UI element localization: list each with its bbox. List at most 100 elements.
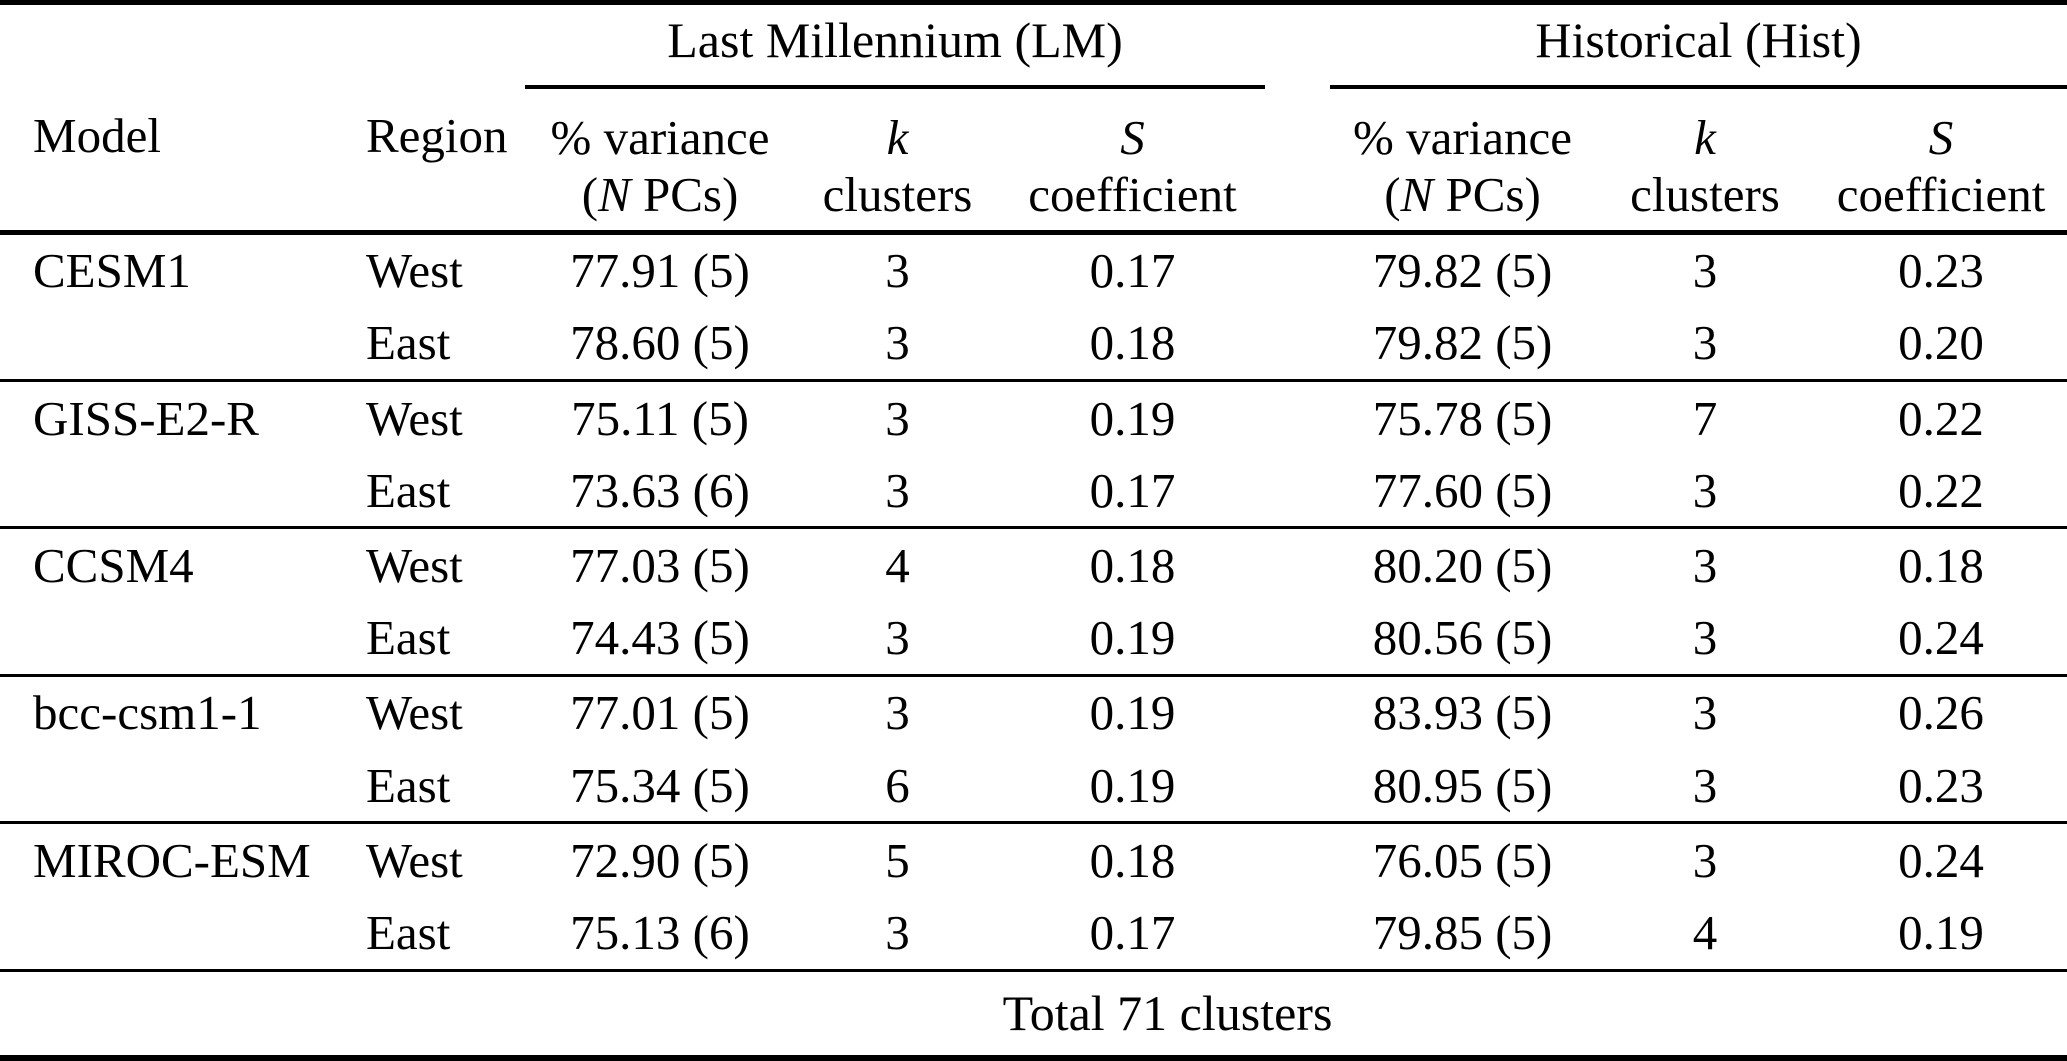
group-header-lm: Last Millennium (LM)	[525, 2, 1266, 90]
cell-lm-variance: 75.34 (5)	[570, 757, 750, 813]
cell-model	[0, 602, 330, 676]
cell-lm-k: 3	[795, 379, 1000, 455]
cell-hist-k: 3	[1595, 526, 1816, 602]
npcs-n-symbol: N	[1400, 167, 1434, 223]
cell-model	[0, 307, 330, 381]
column-gap	[1265, 233, 1330, 307]
col-header-lm-variance: % variance (N PCs)	[525, 87, 795, 230]
cell-lm-k: 6	[885, 757, 910, 813]
cell-lm-k: 3	[885, 315, 910, 371]
cell-region: West	[330, 673, 525, 749]
cell-model: GISS-E2-R	[0, 379, 330, 455]
cell-hist-variance: 75.78 (5)	[1330, 379, 1596, 455]
cell-hist-k: 3	[1692, 462, 1718, 518]
cell-lm-variance: 75.13 (6)	[570, 904, 750, 960]
row-miroc-east: East 75.13 (6) 3 0.17 79.85 (5) 4 0.19	[0, 896, 2067, 970]
cell-lm-s: 0.17	[1089, 243, 1176, 299]
k-symbol: k	[886, 110, 909, 166]
table-footer-row: Total 71 clusters	[0, 968, 2067, 1058]
row-ccsm4-west: CCSM4 West 77.03 (5) 4 0.18 80.20 (5) 3 …	[0, 526, 2067, 602]
cell-lm-s: 0.19	[1089, 610, 1176, 666]
cell-model: CCSM4	[0, 526, 330, 602]
column-gap	[1265, 896, 1330, 970]
cell-model	[0, 749, 330, 823]
cell-lm-k: 5	[795, 821, 1000, 897]
cell-region: East	[366, 757, 451, 813]
cell-hist-variance: 79.85 (5)	[1372, 904, 1553, 960]
cell-lm-s: 0.18	[1000, 821, 1266, 897]
cell-lm-s: 0.18	[1089, 315, 1176, 371]
cell-hist-s: 0.24	[1898, 610, 1984, 666]
cell-lm-k: 3	[885, 610, 910, 666]
cell-lm-variance: 77.91 (5)	[570, 243, 750, 299]
col-header-model-label: Model	[33, 108, 161, 164]
col-header-hist-k: k clusters	[1595, 87, 1815, 230]
cell-lm-s: 0.19	[1000, 379, 1266, 455]
cell-region: East	[366, 315, 451, 371]
npcs-n-symbol: N	[598, 167, 631, 223]
column-gap	[1265, 821, 1331, 897]
row-ccsm4-east: East 74.43 (5) 3 0.19 80.56 (5) 3 0.24	[0, 602, 2067, 676]
group-header-blank	[0, 3, 525, 88]
cell-hist-k: 3	[1692, 610, 1718, 666]
variance-label: % variance	[550, 110, 770, 166]
cell-lm-s: 0.19	[1089, 757, 1176, 813]
cell-hist-k: 3	[1692, 315, 1718, 371]
cell-hist-variance: 80.95 (5)	[1372, 757, 1553, 813]
cell-lm-variance: 78.60 (5)	[570, 315, 750, 371]
column-gap	[1265, 454, 1330, 528]
column-gap	[1265, 673, 1331, 749]
cell-lm-variance: 74.43 (5)	[570, 610, 750, 666]
cell-lm-variance: 72.90 (5)	[525, 821, 795, 897]
s-label: coefficient	[1836, 167, 2046, 223]
column-gap	[1265, 87, 1330, 230]
cell-model: bcc-csm1-1	[0, 673, 330, 749]
column-header-row: Model Region % variance (N PCs) k cluste…	[0, 87, 2067, 230]
cell-hist-s: 0.18	[1815, 526, 2067, 602]
cell-model: CESM1	[33, 243, 191, 299]
row-bcc-west: bcc-csm1-1 West 77.01 (5) 3 0.19 83.93 (…	[0, 673, 2067, 749]
cell-hist-k: 3	[1595, 673, 1816, 749]
cell-hist-k: 7	[1595, 379, 1816, 455]
cell-region: East	[366, 904, 451, 960]
cell-hist-s: 0.22	[1815, 379, 2067, 455]
row-bcc-east: East 75.34 (5) 6 0.19 80.95 (5) 3 0.23	[0, 749, 2067, 823]
cell-hist-variance: 80.20 (5)	[1330, 526, 1596, 602]
k-symbol: k	[1694, 110, 1716, 166]
k-label: clusters	[822, 167, 973, 223]
s-symbol: S	[1928, 110, 1954, 166]
column-gap	[1265, 307, 1330, 381]
cell-hist-s: 0.26	[1815, 673, 2067, 749]
group-header-hist: Historical (Hist)	[1330, 2, 2067, 90]
cell-lm-variance: 77.01 (5)	[525, 673, 795, 749]
cell-region: West	[366, 243, 463, 299]
cell-region: West	[330, 821, 525, 897]
cell-hist-s: 0.19	[1898, 904, 1984, 960]
cell-hist-s: 0.24	[1815, 821, 2067, 897]
npcs-label: (N PCs)	[525, 166, 795, 223]
col-header-region-label: Region	[366, 108, 508, 164]
cell-hist-variance: 76.05 (5)	[1330, 821, 1596, 897]
cell-model: MIROC-ESM	[0, 821, 330, 897]
cell-hist-k: 4	[1692, 904, 1718, 960]
npcs-open: (	[581, 167, 599, 223]
cell-lm-variance: 73.63 (6)	[570, 462, 750, 518]
col-header-model: Model	[0, 87, 330, 230]
row-cesm1-west: CESM1 West 77.91 (5) 3 0.17 79.82 (5) 3 …	[0, 233, 2067, 307]
col-header-region: Region	[330, 87, 525, 230]
cell-lm-k: 3	[885, 243, 910, 299]
k-label: clusters	[1630, 167, 1780, 223]
column-gap	[1265, 749, 1330, 823]
header-rule-line	[0, 229, 2067, 235]
cell-lm-k: 3	[885, 462, 910, 518]
cell-lm-k: 4	[795, 526, 1000, 602]
column-gap	[1265, 3, 1330, 88]
table-footer-total: Total 71 clusters	[0, 968, 2067, 1058]
col-header-lm-s: S coefficient	[1000, 87, 1265, 230]
cell-lm-variance: 77.03 (5)	[525, 526, 795, 602]
cell-lm-s: 0.17	[1089, 462, 1176, 518]
cell-hist-k: 3	[1692, 757, 1718, 813]
cell-lm-s: 0.17	[1089, 904, 1176, 960]
cell-region: West	[330, 379, 525, 455]
